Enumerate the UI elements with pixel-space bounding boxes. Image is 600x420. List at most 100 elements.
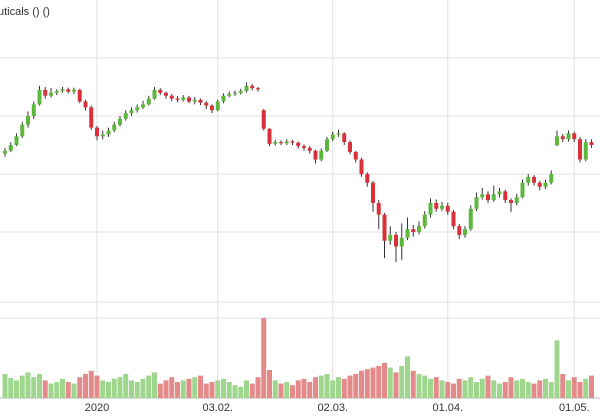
volume-bar bbox=[347, 375, 353, 398]
volume-bar bbox=[439, 380, 445, 398]
candle-body bbox=[319, 150, 324, 160]
candle-body bbox=[89, 107, 94, 128]
volume-bar bbox=[589, 375, 594, 398]
volume-bar bbox=[416, 374, 422, 398]
volume-bar bbox=[307, 382, 313, 398]
candle-body bbox=[181, 97, 186, 100]
candle-body bbox=[164, 92, 168, 96]
volume-bar bbox=[198, 375, 203, 398]
volume-bar bbox=[554, 340, 560, 398]
candle-body bbox=[129, 110, 134, 114]
volume-bar bbox=[77, 377, 83, 398]
candle-body bbox=[451, 211, 456, 227]
candle-body bbox=[532, 176, 536, 183]
volume-bar bbox=[382, 362, 387, 398]
volume-bar bbox=[295, 380, 301, 398]
volume-bar bbox=[244, 380, 249, 398]
volume-bar bbox=[134, 382, 140, 398]
volume-bar bbox=[508, 377, 514, 398]
candle-body bbox=[376, 203, 381, 215]
candle-body bbox=[83, 101, 88, 108]
candle-body bbox=[491, 194, 496, 201]
volume-bar bbox=[399, 366, 405, 398]
volume-bar bbox=[278, 383, 284, 398]
candle-body bbox=[49, 92, 53, 96]
candle-body bbox=[514, 197, 519, 203]
candle-body bbox=[26, 116, 30, 125]
candle-body bbox=[233, 92, 237, 94]
candle-body bbox=[388, 234, 393, 241]
candle-body bbox=[549, 174, 554, 183]
candle-body bbox=[566, 133, 571, 140]
volume-bar bbox=[42, 380, 48, 398]
candle-body bbox=[572, 133, 577, 140]
volume-bar bbox=[261, 318, 267, 398]
candle-body bbox=[486, 194, 490, 201]
candle-body bbox=[428, 203, 433, 215]
volume-bar bbox=[60, 378, 65, 398]
volume-bar bbox=[497, 383, 502, 398]
candle-body bbox=[417, 226, 421, 232]
volume-bar bbox=[474, 382, 479, 398]
volume-bar bbox=[117, 377, 123, 398]
volume-bar bbox=[226, 382, 232, 398]
candle-body bbox=[307, 147, 312, 151]
volume-bar bbox=[54, 382, 60, 398]
candle-body bbox=[146, 98, 151, 105]
volume-bar bbox=[255, 377, 261, 398]
candle-body bbox=[480, 194, 485, 198]
volume-bar bbox=[583, 378, 589, 398]
volume-bar bbox=[410, 370, 416, 398]
candle-body bbox=[509, 200, 513, 203]
volume-bar bbox=[209, 382, 215, 398]
volume-bar bbox=[514, 380, 520, 398]
candle-body bbox=[60, 89, 65, 92]
volume-bar bbox=[2, 374, 8, 398]
volume-bar bbox=[267, 370, 272, 398]
volume-bar bbox=[221, 378, 226, 398]
candle-body bbox=[399, 237, 404, 247]
candle-body bbox=[95, 127, 99, 137]
candle-body bbox=[290, 141, 295, 143]
volume-bar bbox=[393, 372, 399, 398]
candle-body bbox=[20, 124, 25, 137]
volume-bar bbox=[129, 380, 134, 398]
volume-bar bbox=[468, 377, 474, 398]
volume-bar bbox=[146, 375, 152, 398]
volume-bar bbox=[341, 378, 347, 398]
volume-bar bbox=[324, 374, 330, 398]
volume-bar bbox=[318, 375, 324, 398]
volume-bar bbox=[186, 378, 192, 398]
volume-bar bbox=[284, 382, 290, 398]
volume-bar bbox=[376, 366, 382, 398]
volume-bar bbox=[520, 378, 525, 398]
candle-body bbox=[537, 182, 542, 187]
candle-body bbox=[353, 151, 358, 160]
volume-bar bbox=[31, 377, 37, 398]
candle-body bbox=[227, 93, 232, 96]
volume-bar bbox=[364, 369, 370, 398]
volume-bar bbox=[100, 380, 106, 398]
candle-body bbox=[330, 134, 335, 140]
volume-bar bbox=[71, 383, 77, 398]
candle-body bbox=[279, 142, 283, 144]
volume-bar bbox=[491, 380, 497, 398]
x-tick-label: 02.03. bbox=[317, 402, 348, 414]
volume-bar bbox=[456, 378, 462, 398]
volume-bar bbox=[313, 377, 318, 398]
candle-body bbox=[583, 142, 588, 160]
candle-body bbox=[152, 89, 157, 99]
volume-bar bbox=[25, 372, 31, 398]
volume-bar bbox=[232, 385, 238, 398]
volume-bar bbox=[203, 383, 209, 398]
volume-bar bbox=[14, 380, 19, 398]
candle-body bbox=[359, 159, 364, 174]
candle-body bbox=[543, 182, 548, 187]
volume-bar bbox=[548, 382, 554, 398]
candle-body bbox=[215, 101, 220, 111]
candle-body bbox=[578, 139, 582, 160]
candle-body bbox=[14, 136, 19, 145]
candle-body bbox=[371, 182, 375, 203]
